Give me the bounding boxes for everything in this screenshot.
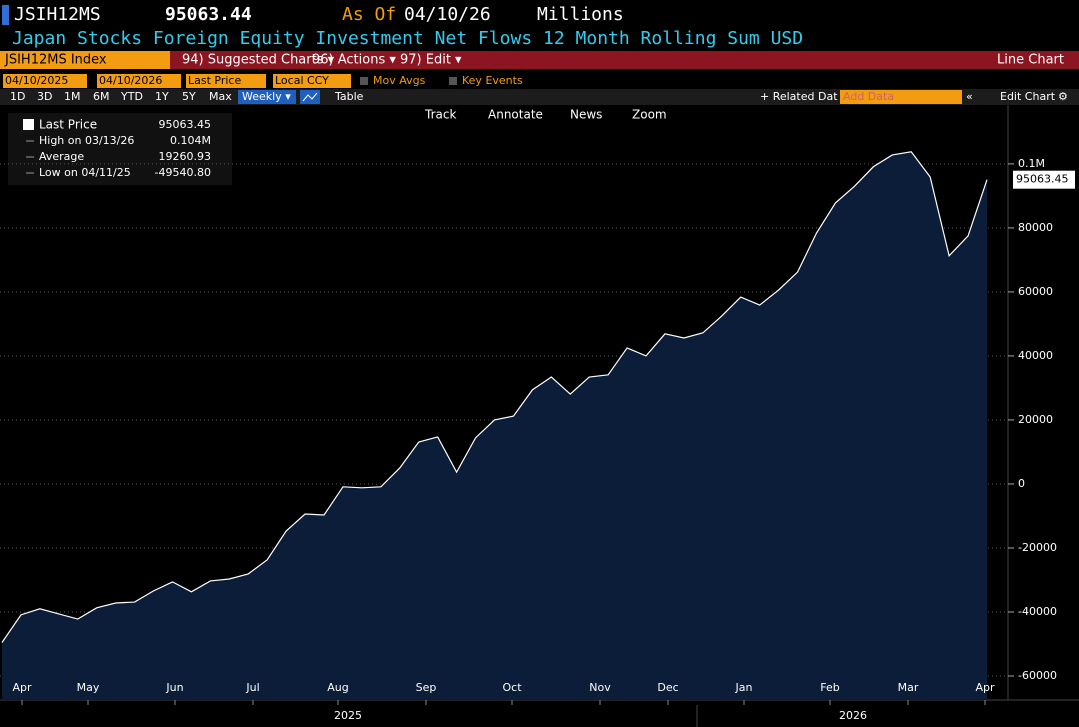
legend-value: 0.104M	[170, 134, 211, 147]
x-tick-label: Sep	[416, 681, 437, 694]
legend-label: Average	[39, 150, 84, 163]
price: 95063.44	[165, 4, 252, 25]
menu[interactable]: 94) Suggested Charts ▾	[182, 53, 335, 68]
area	[2, 151, 987, 700]
chart-icon-glyph	[302, 92, 318, 102]
x-tick-label: Dec	[657, 681, 678, 694]
x-tick-label: Mar	[898, 681, 919, 694]
x-tick-label: Apr	[975, 681, 995, 694]
start-date[interactable]: 04/10/2025	[5, 74, 68, 87]
as-of-label: As Of	[342, 4, 396, 25]
checkbox[interactable]	[449, 77, 457, 85]
last-value-label: 95063.45	[1016, 173, 1069, 186]
y-tick-label: -60000	[1018, 669, 1057, 682]
security-box[interactable]	[0, 51, 170, 69]
related-data[interactable]: + Related Dat	[760, 90, 838, 103]
x-tick-label: Jul	[245, 681, 259, 694]
chart-tool[interactable]: Zoom	[632, 108, 667, 122]
security[interactable]: JSIH12MS Index	[4, 53, 107, 68]
y-tick-label: 0	[1018, 477, 1025, 490]
y-tick-label: 60000	[1018, 285, 1053, 298]
checkbox[interactable]	[360, 77, 368, 85]
x-tick-label: Aug	[327, 681, 348, 694]
chart-tool[interactable]: Track	[424, 108, 456, 122]
settings-icon[interactable]: ⚙	[1058, 90, 1068, 103]
legend-value: 19260.93	[159, 150, 212, 163]
field-box[interactable]	[186, 74, 266, 88]
start-date-box[interactable]	[3, 74, 87, 88]
units: Millions	[537, 4, 624, 25]
add-data[interactable]: Add Data	[843, 90, 894, 103]
currency-box[interactable]	[273, 74, 351, 88]
period-button[interactable]: 5Y	[182, 90, 196, 103]
x-tick-label: Nov	[589, 681, 611, 694]
legend-value: -49540.80	[155, 166, 211, 179]
period-button[interactable]: 1M	[64, 90, 81, 103]
legend-value: 95063.45	[159, 118, 212, 131]
ticker-marker	[2, 5, 9, 25]
x-tick-label: Apr	[12, 681, 32, 694]
y-tick-label: 80000	[1018, 221, 1053, 234]
frequency-box[interactable]	[238, 90, 296, 104]
legend-box	[8, 113, 232, 185]
x-tick-label: May	[77, 681, 100, 694]
x-tick-label: Jun	[165, 681, 183, 694]
y-tick-label: 20000	[1018, 413, 1053, 426]
year-label: 2026	[839, 709, 867, 722]
description: Japan Stocks Foreign Equity Investment N…	[12, 28, 803, 49]
y-tick-label: 0.1M	[1018, 157, 1045, 170]
period-button[interactable]: 1Y	[155, 90, 169, 103]
last-value-tag	[1013, 170, 1075, 189]
menu[interactable]: 97) Edit ▾	[400, 53, 462, 68]
line	[1, 151, 988, 643]
field[interactable]: Last Price	[188, 74, 241, 87]
period-button[interactable]: 1D	[10, 90, 25, 103]
checkbox-label[interactable]: Mov Avgs	[373, 74, 426, 87]
y-tick-label: -20000	[1018, 541, 1057, 554]
period-button[interactable]: YTD	[120, 90, 143, 103]
as-of-date: 04/10/26	[404, 4, 491, 25]
chart-type[interactable]: Line Chart	[997, 53, 1064, 68]
checkbox-label[interactable]: Key Events	[462, 74, 523, 87]
end-date-box[interactable]	[97, 74, 181, 88]
y-tick-label: -40000	[1018, 605, 1057, 618]
add-data-box[interactable]	[840, 90, 962, 104]
x-tick-label: Oct	[502, 681, 522, 694]
x-tick-label: Feb	[820, 681, 839, 694]
ticker: JSIH12MS	[14, 4, 101, 25]
edit-chart[interactable]: Edit Chart	[1000, 90, 1056, 103]
legend-label: Low on 04/11/25	[39, 166, 131, 179]
chart-tool[interactable]: Annotate	[488, 108, 543, 122]
period-button[interactable]: Max	[209, 90, 232, 103]
year-label: 2025	[334, 709, 362, 722]
legend-swatch	[23, 119, 34, 130]
frequency[interactable]: Weekly ▾	[242, 90, 291, 103]
legend-label: High on 03/13/26	[39, 134, 134, 147]
y-tick-label: 40000	[1018, 349, 1053, 362]
period-button[interactable]: 3D	[37, 90, 52, 103]
legend-label: Last Price	[39, 118, 97, 132]
x-tick-label: Jan	[735, 681, 753, 694]
collapse-icon[interactable]: «	[966, 90, 973, 103]
end-date[interactable]: 04/10/2026	[99, 74, 162, 87]
chart-tool[interactable]: News	[570, 108, 602, 122]
menu[interactable]: 96) Actions ▾	[312, 53, 396, 68]
period-button[interactable]: 6M	[93, 90, 110, 103]
currency[interactable]: Local CCY	[275, 74, 329, 87]
toolbar	[0, 51, 1079, 69]
table-button[interactable]: Table	[334, 90, 364, 103]
